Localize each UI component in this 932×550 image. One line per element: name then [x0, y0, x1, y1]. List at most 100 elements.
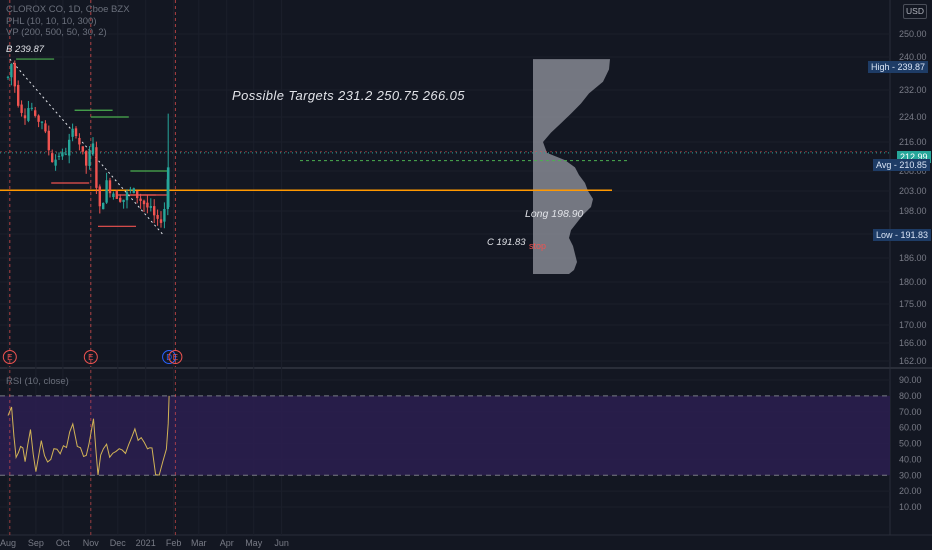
possible-targets-note: Possible Targets 231.2 250.75 266.05 — [232, 88, 465, 103]
candle-body — [23, 115, 27, 119]
event-marker — [2, 350, 17, 364]
candle-body — [125, 192, 129, 201]
candle-body — [105, 180, 108, 203]
bc-trendline — [9, 58, 164, 235]
time-tick-label: Oct — [56, 538, 71, 548]
candle-body — [81, 146, 84, 152]
candle-body — [102, 202, 105, 210]
price-tick-label: 170.00 — [899, 320, 927, 330]
candle-body — [47, 130, 50, 151]
price-tick-label: 232.00 — [899, 85, 927, 95]
price-tick-label: 203.00 — [899, 186, 927, 196]
volume-profile — [533, 59, 610, 274]
rsi-tick-label: 60.00 — [899, 423, 922, 433]
candle-body — [71, 128, 74, 137]
time-tick-label: Dec — [110, 538, 127, 548]
price-tick-label: 250.00 — [899, 29, 927, 39]
candle-body — [146, 202, 149, 208]
event-marker-label: E — [88, 353, 93, 362]
candle-body — [132, 188, 135, 193]
candle-body — [74, 128, 78, 136]
long-entry-label: Long 198.90 — [525, 208, 584, 220]
time-tick-label: Nov — [83, 538, 100, 548]
candle-body — [88, 150, 91, 166]
candle-body — [64, 153, 67, 155]
candle-body — [68, 139, 71, 156]
candle-body — [115, 191, 118, 199]
time-tick-label: Aug — [0, 538, 16, 548]
price-tick-label: 208.00 — [899, 166, 927, 176]
candle-body — [78, 137, 81, 145]
rsi-legend[interactable]: RSI (10, close) — [6, 376, 69, 387]
stop-label: stop — [529, 241, 547, 251]
candle-body — [142, 200, 146, 205]
rsi-tick-label: 20.00 — [899, 486, 922, 496]
symbol-legend[interactable]: CLOROX CO, 1D, Cboe BZX — [6, 4, 130, 15]
time-tick-label: Apr — [220, 538, 234, 548]
time-tick-label: Sep — [28, 538, 44, 548]
candle-body — [122, 199, 125, 203]
currency-button[interactable]: USD — [903, 4, 927, 19]
event-marker-label: E — [173, 353, 178, 362]
candle-body — [85, 150, 88, 166]
price-tick-label: 240.00 — [899, 52, 927, 62]
candle-body — [40, 121, 44, 123]
candle-body — [44, 123, 47, 132]
candle-body — [159, 219, 163, 223]
b-point-label: B 239.87 — [6, 44, 45, 55]
phl-indicator-legend[interactable]: PHL (10, 10, 10, 300) — [6, 16, 97, 27]
candle-body — [51, 153, 54, 163]
avg-price-tag: Avg - 210.85 — [873, 159, 930, 171]
rsi-tick-label: 90.00 — [899, 375, 922, 385]
rsi-line — [7, 395, 170, 476]
rsi-band — [0, 395, 890, 476]
vp-indicator-legend[interactable]: VP (200, 500, 50, 30, 2) — [6, 27, 107, 38]
rsi-tick-label: 10.00 — [899, 502, 922, 512]
event-marker-label: E — [7, 353, 12, 362]
time-tick-label: Jun — [274, 538, 289, 548]
candle-body — [13, 63, 16, 87]
price-tick-label: 198.00 — [899, 206, 927, 216]
price-tick-label: 216.00 — [899, 137, 927, 147]
candle-body — [61, 152, 64, 157]
candle-body — [54, 159, 57, 166]
time-tick-label: 2021 — [136, 538, 156, 548]
candle-body — [6, 76, 10, 78]
price-tick-label: 175.00 — [899, 299, 927, 309]
time-tick-label: Feb — [166, 538, 182, 548]
high-price-tag: High - 239.87 — [868, 61, 929, 73]
time-tick-label: Mar — [191, 538, 207, 548]
candle-body — [95, 147, 98, 188]
price-tick-label: 166.00 — [899, 338, 927, 348]
candle-body — [156, 214, 159, 219]
candle-body — [20, 104, 23, 113]
candle-body — [17, 84, 20, 106]
rsi-tick-label: 50.00 — [899, 439, 922, 449]
candle-body — [163, 208, 166, 222]
low-price-tag: Low - 191.83 — [873, 229, 932, 241]
event-marker — [162, 350, 177, 364]
price-tick-label: 180.00 — [899, 277, 927, 287]
price-tick-label: 162.00 — [899, 356, 927, 366]
candle-body — [34, 110, 37, 116]
candle-body — [149, 206, 152, 208]
candle-body — [108, 180, 112, 194]
event-marker — [168, 350, 183, 364]
candle-body — [129, 189, 132, 191]
candle-body — [30, 107, 33, 109]
event-marker — [83, 350, 98, 364]
candle-body — [57, 155, 61, 157]
rsi-tick-label: 70.00 — [899, 407, 922, 417]
time-tick-label: May — [245, 538, 263, 548]
candle-body — [91, 143, 95, 154]
candle-body — [10, 63, 13, 78]
candle-body — [27, 108, 30, 121]
rsi-tick-label: 80.00 — [899, 391, 922, 401]
rsi-tick-label: 40.00 — [899, 454, 922, 464]
rsi-tick-label: 30.00 — [899, 470, 922, 480]
candle-body — [119, 197, 122, 202]
candle-body — [136, 191, 139, 199]
candle-body — [112, 193, 115, 198]
c-point-label: C 191.83 — [487, 237, 526, 248]
